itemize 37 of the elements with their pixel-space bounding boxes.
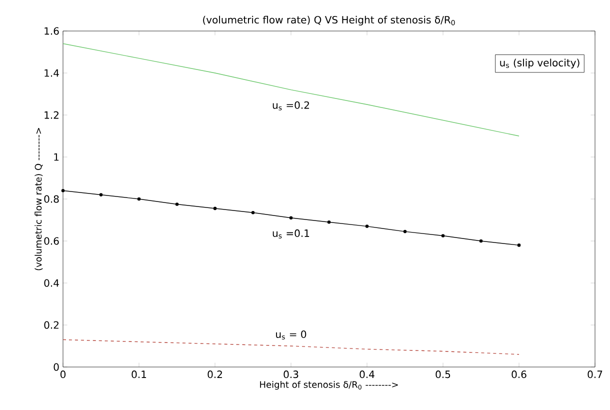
- series-label: u$_{s}$ = 0: [276, 330, 306, 340]
- point: [517, 244, 521, 247]
- y-tick-label: 0.8: [44, 195, 59, 203]
- point: [327, 220, 331, 224]
- x-tick-label: 0.1: [132, 370, 146, 378]
- point: [403, 230, 407, 234]
- x-tick-label: 0.2: [208, 370, 222, 378]
- y-tick-label: 0.6: [44, 237, 59, 245]
- point: [365, 224, 369, 228]
- x-tick-label: 0.5: [436, 370, 450, 378]
- x-tick-label: 0.6: [512, 370, 526, 378]
- y-tick-label: 1.2: [44, 111, 58, 119]
- y-tick-label: 1.4: [44, 69, 59, 77]
- point: [213, 206, 217, 210]
- point: [137, 197, 141, 201]
- point: [289, 216, 293, 220]
- point: [479, 239, 483, 243]
- x-tick-label: 0.7: [588, 370, 602, 378]
- y-axis-title: (volumetric flow rate) Q -------->: [34, 128, 43, 270]
- series-label: u$_{s}$ =0.2: [272, 101, 309, 110]
- x-axis-title: Height of stenosis δ/R$_{0}$ -------->: [260, 380, 398, 390]
- x-tick-label: 0: [60, 370, 66, 378]
- series-label: u$_{s}$ =0.1: [272, 229, 310, 238]
- annotation: u$_{s}$ (slip velocity): [500, 58, 580, 68]
- point: [99, 193, 103, 196]
- point: [61, 188, 65, 192]
- x-tick-label: 0.4: [360, 370, 374, 378]
- y-tick-label: 0.4: [44, 279, 59, 287]
- x-tick-label: 0.3: [284, 370, 298, 378]
- y-tick-label: 0: [54, 363, 59, 371]
- y-tick-label: 0.2: [44, 321, 58, 329]
- point: [441, 234, 445, 238]
- point: [175, 202, 179, 206]
- y-tick-label: 1: [54, 153, 59, 161]
- chart-title: (volumetric flow rate) Q VS Height of stenosis δ/R$_{0}$: [203, 16, 455, 26]
- point: [251, 211, 255, 214]
- y-tick-label: 1.6: [44, 27, 59, 35]
